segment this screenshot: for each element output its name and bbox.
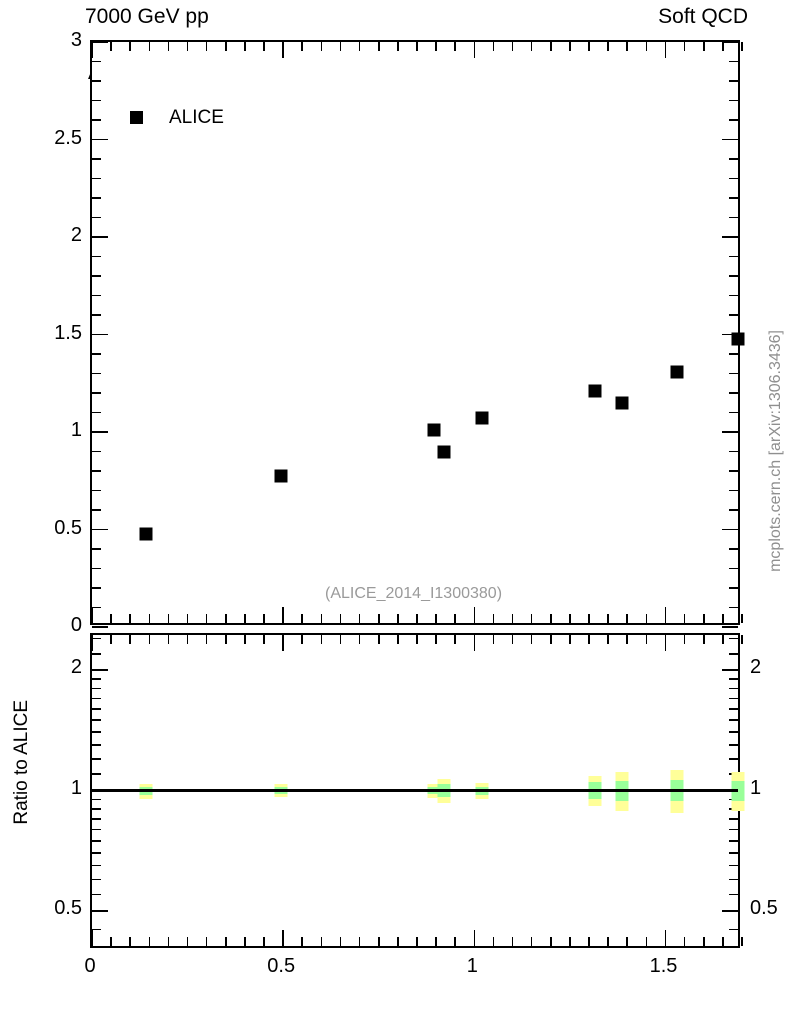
ratio-y-tick-label-left: 0.5 <box>54 897 82 920</box>
x-tick-label: 0 <box>84 955 96 977</box>
uncertainty-band-inner <box>731 780 745 801</box>
data-point <box>615 396 629 410</box>
main-y-tick-label: 2 <box>70 224 82 246</box>
data-point <box>274 469 288 483</box>
ratio-reference-line <box>92 789 738 792</box>
data-point <box>475 411 489 425</box>
mcplots-attribution: mcplots.cern.ch [arXiv:1306.3436] <box>767 330 784 572</box>
header-beam-info: 7000 GeV pp <box>85 5 209 28</box>
data-point <box>670 365 684 379</box>
data-point <box>437 445 451 459</box>
ratio-y-tick-label-left: 1 <box>70 776 82 799</box>
main-y-tick-label: 2.5 <box>54 126 82 149</box>
header-process-label: Soft QCD <box>658 5 748 28</box>
main-plot-frame <box>90 40 745 628</box>
main-y-tick-label: 3 <box>70 29 82 51</box>
main-y-tick-label: 1 <box>70 419 82 441</box>
data-point <box>731 332 745 346</box>
main-y-tick-label: 0.5 <box>54 516 82 539</box>
x-tick-label: 1.5 <box>649 955 678 977</box>
legend-label-alice: ALICE <box>169 107 224 128</box>
x-tick-label: 0.5 <box>267 955 296 977</box>
ratio-y-tick-label-right: 2 <box>750 656 762 679</box>
main-y-tick-label: 1.5 <box>54 321 82 344</box>
analysis-watermark: (ALICE_2014_I1300380) <box>325 585 503 602</box>
legend: ALICE <box>130 108 224 127</box>
ratio-y-tick-label-left: 2 <box>70 656 82 679</box>
ratio-plot-frame <box>90 633 745 948</box>
x-tick-label: 1 <box>466 955 478 977</box>
legend-marker-alice <box>130 111 143 124</box>
main-y-tick-label: 0 <box>70 614 82 636</box>
data-point <box>588 384 602 398</box>
ratio-axis-title: Ratio to ALICE <box>11 700 32 825</box>
ratio-y-tick-label-right: 1 <box>750 776 762 799</box>
data-point <box>427 423 441 437</box>
ratio-y-tick-label-right: 0.5 <box>750 897 778 920</box>
data-point <box>139 527 153 541</box>
